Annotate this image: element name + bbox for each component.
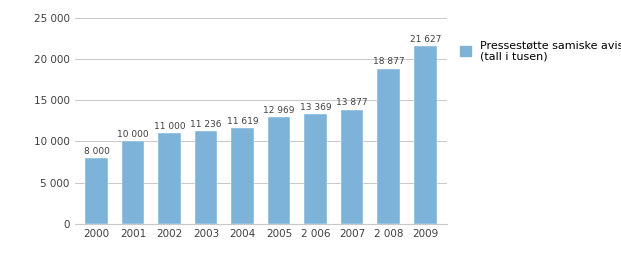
Text: 18 877: 18 877: [373, 57, 404, 66]
Text: 21 627: 21 627: [409, 35, 441, 44]
Text: 13 369: 13 369: [300, 103, 332, 112]
Legend: Pressestøtte samiske aviser
(tall i tusen): Pressestøtte samiske aviser (tall i tuse…: [460, 41, 621, 62]
Text: 11 000: 11 000: [153, 122, 185, 131]
Text: 11 236: 11 236: [190, 120, 222, 129]
Bar: [195, 131, 217, 224]
Bar: [304, 114, 327, 224]
Text: 12 969: 12 969: [263, 106, 295, 115]
Text: 11 619: 11 619: [227, 117, 258, 126]
Bar: [158, 133, 181, 224]
Bar: [378, 69, 400, 224]
Bar: [85, 158, 108, 224]
Bar: [231, 128, 254, 224]
Text: 13 877: 13 877: [337, 98, 368, 107]
Text: 10 000: 10 000: [117, 130, 149, 139]
Bar: [122, 141, 144, 224]
Bar: [414, 46, 437, 224]
Text: 8 000: 8 000: [83, 146, 109, 156]
Bar: [268, 117, 291, 224]
Bar: [341, 110, 363, 224]
